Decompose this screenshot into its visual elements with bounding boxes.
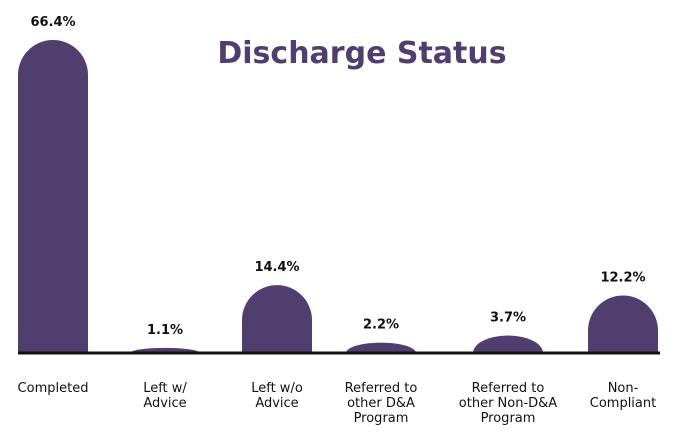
chart-title: Discharge Status [217, 36, 506, 71]
bar [242, 285, 312, 353]
value-label: 2.2% [363, 318, 399, 333]
bar [588, 295, 658, 353]
x-tick-label: Left w/ Advice [143, 381, 187, 411]
bar [473, 335, 543, 353]
x-tick-label: Referred to other Non-D&A Program [458, 381, 558, 426]
value-label: 1.1% [147, 323, 183, 338]
value-label: 12.2% [600, 270, 645, 285]
x-tick-label: Completed [17, 381, 89, 396]
x-tick-label: Left w/o Advice [251, 381, 303, 411]
value-label: 3.7% [490, 311, 526, 326]
bar [346, 342, 416, 353]
x-tick-label: Referred to other D&A Program [344, 381, 418, 426]
x-tick-label: Non- Compliant [589, 381, 657, 411]
bar [18, 40, 88, 353]
value-label: 66.4% [30, 15, 75, 30]
value-label: 14.4% [254, 260, 299, 275]
